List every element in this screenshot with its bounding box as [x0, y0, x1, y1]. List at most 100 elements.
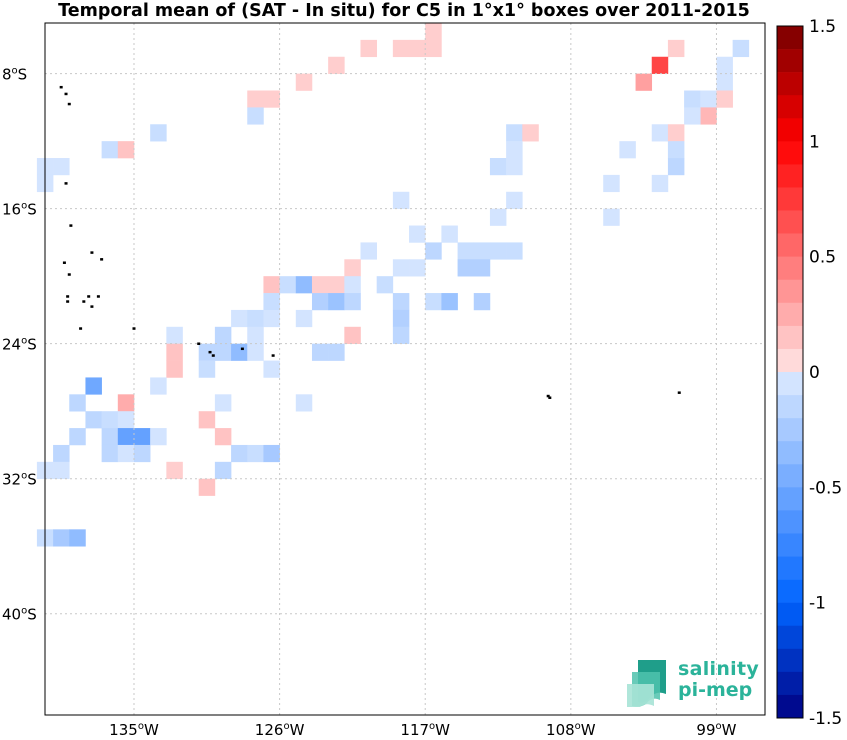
- colorbar-cell: [777, 256, 803, 281]
- data-box: [700, 107, 717, 125]
- data-box: [328, 56, 345, 74]
- data-box: [263, 444, 280, 463]
- data-box: [311, 293, 329, 311]
- data-box: [311, 343, 329, 361]
- island: [69, 224, 73, 227]
- island: [66, 295, 70, 298]
- data-box: [506, 124, 523, 142]
- lon-tick-label: 135oW: [109, 721, 159, 739]
- colorbar-frame: [776, 25, 804, 719]
- data-box: [117, 411, 135, 429]
- data-box: [473, 242, 491, 260]
- lat-tick-label: 40oS: [2, 606, 37, 624]
- island: [90, 305, 94, 308]
- island: [211, 354, 215, 357]
- data-box: [198, 478, 216, 496]
- data-box: [150, 377, 167, 395]
- data-box: [716, 73, 733, 91]
- colorbar-cell: [777, 510, 803, 534]
- data-box: [198, 360, 216, 378]
- data-box: [69, 428, 86, 446]
- data-box: [166, 343, 183, 361]
- ticks-layer: 135oW 126oW 117oW 108oW 99oW 8oS 16oS 24oS 32oS 4…: [2, 66, 737, 739]
- island: [64, 182, 68, 185]
- colorbar-cell: [777, 602, 803, 627]
- island: [677, 391, 681, 394]
- colorbar-cell: [777, 579, 803, 603]
- data-box: [150, 124, 167, 142]
- data-box: [732, 39, 750, 58]
- island: [79, 327, 83, 330]
- colorbar-cell: [777, 395, 803, 419]
- data-box: [409, 225, 426, 243]
- island: [82, 300, 86, 303]
- data-box: [506, 158, 523, 176]
- colorbar-cell: [777, 49, 803, 73]
- island: [132, 327, 136, 330]
- data-box: [53, 158, 70, 176]
- data-box: [489, 242, 507, 260]
- colorbar-cell: [777, 556, 803, 580]
- lon-tick-label: 126oW: [255, 721, 305, 739]
- data-box: [263, 276, 280, 294]
- data-box: [667, 39, 685, 58]
- data-box: [360, 39, 377, 58]
- colorbar-cell: [777, 671, 803, 696]
- lat-tick-label: 32oS: [2, 471, 37, 489]
- lon-tick-label: 99oW: [696, 721, 736, 739]
- data-box: [716, 56, 733, 74]
- data-box: [247, 107, 264, 125]
- data-box: [247, 309, 264, 328]
- data-box: [295, 309, 313, 328]
- data-box: [489, 208, 507, 226]
- data-box: [409, 39, 426, 58]
- data-box: [247, 343, 264, 361]
- data-box: [651, 174, 669, 193]
- island: [67, 102, 71, 106]
- colorbar-cell: [777, 95, 803, 119]
- data-box: [360, 242, 377, 260]
- colorbar-cell: [777, 533, 803, 557]
- data-box: [85, 377, 102, 395]
- lon-tick-label: 117oW: [400, 721, 450, 739]
- island: [62, 261, 66, 264]
- data-box: [667, 141, 685, 159]
- data-box: [69, 529, 86, 547]
- data-box: [295, 276, 313, 294]
- colorbar-label: 1: [809, 132, 820, 152]
- page-title: Temporal mean of (SAT - In situ) for C5 …: [58, 1, 750, 21]
- lat-tick-label: 16oS: [2, 201, 37, 219]
- island: [100, 258, 104, 261]
- data-box: [522, 124, 539, 142]
- colorbar-cell: [777, 26, 803, 50]
- data-box: [166, 461, 183, 480]
- colorbar-label: -1: [809, 594, 826, 614]
- logo-text-pimep: pi-mep: [678, 679, 753, 701]
- data-box: [344, 276, 361, 294]
- colorbar-cell: [777, 372, 803, 396]
- colorbar-cell: [777, 487, 803, 511]
- island: [208, 350, 212, 354]
- data-box: [101, 444, 119, 463]
- data-box: [69, 394, 86, 412]
- data-box: [425, 293, 442, 311]
- colorbar-cell: [777, 418, 803, 442]
- data-box: [53, 444, 70, 463]
- island: [87, 295, 91, 298]
- data-box: [700, 90, 717, 108]
- data-box: [214, 428, 232, 446]
- lon-tick-label: 108oW: [546, 721, 596, 739]
- data-box: [651, 124, 669, 142]
- data-box: [263, 90, 280, 108]
- data-box: [263, 360, 280, 378]
- data-box: [489, 158, 507, 176]
- data-box: [425, 242, 442, 260]
- colorbar-cell: [777, 325, 803, 350]
- data-box: [473, 259, 491, 277]
- data-box: [344, 293, 361, 311]
- island: [59, 85, 63, 89]
- data-box: [392, 326, 410, 344]
- colorbar-cell: [777, 302, 803, 327]
- data-box: [392, 309, 410, 328]
